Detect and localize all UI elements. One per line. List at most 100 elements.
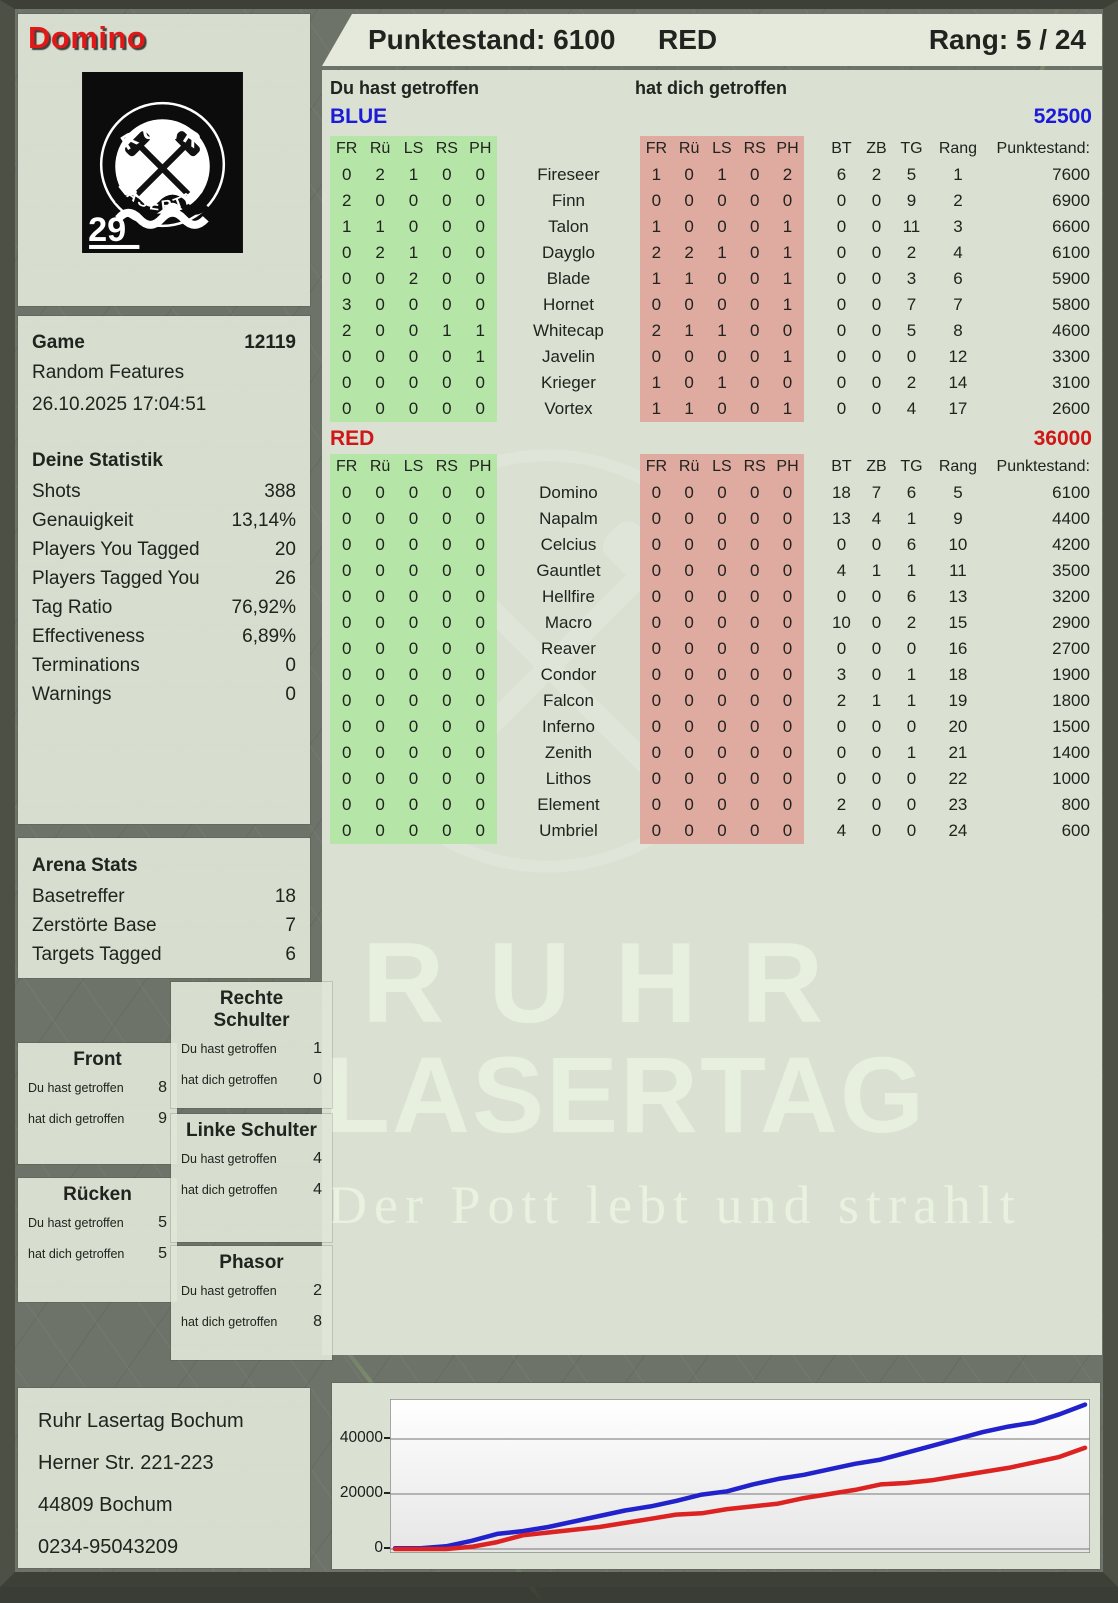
table-cell: 0 [782, 191, 793, 210]
table-cell: 0 [750, 243, 760, 262]
column-header: Rü [678, 140, 700, 157]
table-cell: 0 [442, 165, 452, 184]
table-cell: 0 [442, 587, 452, 606]
column-header: BT [831, 458, 852, 475]
table-cell: 0 [871, 321, 882, 340]
table-cell: 2 [684, 243, 694, 262]
table-cell: 0 [750, 795, 760, 814]
table-cell: 0 [475, 769, 485, 788]
table-cell: 2 [836, 795, 847, 814]
table-cell: 1800 [1052, 691, 1090, 710]
red-team-table: FR Rü LS RS PH FR Rü LS RS PH BT ZB TG Rang Punktestan… [330, 454, 1092, 844]
table-cell: 0 [750, 769, 760, 788]
game-id: 12119 [244, 331, 296, 353]
table-cell: 0 [782, 321, 793, 340]
table-cell: 0 [475, 269, 485, 288]
table-cell: 24 [948, 821, 968, 840]
address-lines: Ruhr Lasertag Bochum Herner Str. 221-223 4… [18, 1388, 310, 1568]
column-header: ZB [866, 140, 887, 157]
stat-row: Basetreffer 18 [32, 885, 296, 907]
table-cell: 0 [750, 535, 760, 554]
table-cell: 15 [948, 613, 968, 632]
watermark-lasertag: LASERTAG [324, 1034, 926, 1155]
column-header: Punktestand: [996, 140, 1090, 157]
table-cell: 0 [871, 665, 882, 684]
table-cell: 1 [717, 243, 727, 262]
table-cell: 0 [341, 691, 352, 710]
table-cell: 0 [475, 373, 485, 392]
table-cell: 2900 [1052, 613, 1090, 632]
table-cell: 2 [375, 165, 385, 184]
table-cell: 0 [341, 399, 352, 418]
table-cell: 0 [442, 347, 452, 366]
table-cell: 0 [408, 561, 419, 580]
table-cell: 0 [375, 347, 385, 366]
table-cell: 1400 [1052, 743, 1090, 762]
table-cell: 0 [442, 509, 452, 528]
table-cell: 0 [375, 639, 385, 658]
column-header: RS [743, 140, 766, 157]
table-cell: 0 [341, 509, 352, 528]
table-cell: 0 [375, 191, 385, 210]
table-cell: 0 [341, 639, 352, 658]
table-cell: 0 [906, 769, 917, 788]
column-header: Rü [369, 458, 391, 475]
table-cell: Napalm [539, 509, 598, 528]
address-line: 0234-95043209 [38, 1535, 179, 1558]
table-cell: 23 [948, 795, 968, 814]
stat-row: Targets Tagged 6 [32, 943, 296, 965]
table-cell: 7600 [1052, 165, 1090, 184]
table-cell: 5900 [1052, 269, 1090, 288]
table-cell: 9 [906, 191, 917, 210]
table-cell: 0 [341, 821, 352, 840]
table-cell: 0 [871, 717, 882, 736]
blue-team-table: FR Rü LS RS PH FR Rü LS RS PH BT ZB TG Rang Punktestan… [330, 136, 1092, 422]
table-cell: 1 [871, 561, 882, 580]
table-cell: 0 [750, 587, 760, 606]
zone-title: Linke Schulter [186, 1120, 317, 1141]
table-cell: 1 [408, 165, 419, 184]
hit-you-column-label: hat dich getroffen [635, 78, 787, 98]
table-cell: 0 [475, 821, 485, 840]
table-cell: 0 [717, 769, 727, 788]
table-cell: 19 [948, 691, 968, 710]
table-cell: 0 [906, 795, 917, 814]
table-cell: 0 [750, 509, 760, 528]
table-cell: 0 [408, 639, 419, 658]
table-cell: 0 [408, 191, 419, 210]
table-cell: 0 [836, 243, 847, 262]
table-cell: 0 [684, 509, 694, 528]
you-hit-column-label: Du hast getroffen [330, 78, 480, 98]
table-cell: 0 [442, 561, 452, 580]
table-cell: 0 [408, 587, 419, 606]
table-cell: Finn [551, 191, 585, 210]
table-cell: 0 [782, 509, 793, 528]
table-cell: 0 [750, 399, 760, 418]
table-cell: 0 [341, 165, 352, 184]
table-cell: 4 [871, 509, 882, 528]
table-cell: 3300 [1052, 347, 1090, 366]
logo-badge-number: 29 [88, 211, 126, 249]
arena-rows: Basetreffer 18 Zerstörte Base 7 Targets Tagg… [32, 882, 296, 969]
table-cell: 0 [442, 399, 452, 418]
table-cell: 0 [375, 613, 385, 632]
table-cell: 0 [871, 295, 882, 314]
table-cell: 0 [871, 795, 882, 814]
table-cell: 0 [836, 717, 847, 736]
table-cell: 0 [750, 717, 760, 736]
y-axis-tick-label: 20000 [326, 1484, 390, 1502]
table-cell: 0 [442, 613, 452, 632]
table-cell: 0 [375, 269, 385, 288]
column-header: Punktestand: [996, 458, 1090, 475]
table-cell: 0 [442, 243, 452, 262]
table-cell: 2 [651, 321, 662, 340]
statistik-rows: Shots 388 Genauigkeit 13,14% Players You Tag… [32, 477, 296, 709]
table-cell: 0 [475, 243, 485, 262]
column-header: LS [403, 458, 424, 475]
table-cell: 7 [871, 483, 882, 502]
table-cell: 14 [948, 373, 968, 392]
table-cell: 7 [953, 295, 963, 314]
column-header [497, 136, 640, 162]
table-cell: 0 [871, 587, 882, 606]
column-header: TG [900, 140, 923, 157]
